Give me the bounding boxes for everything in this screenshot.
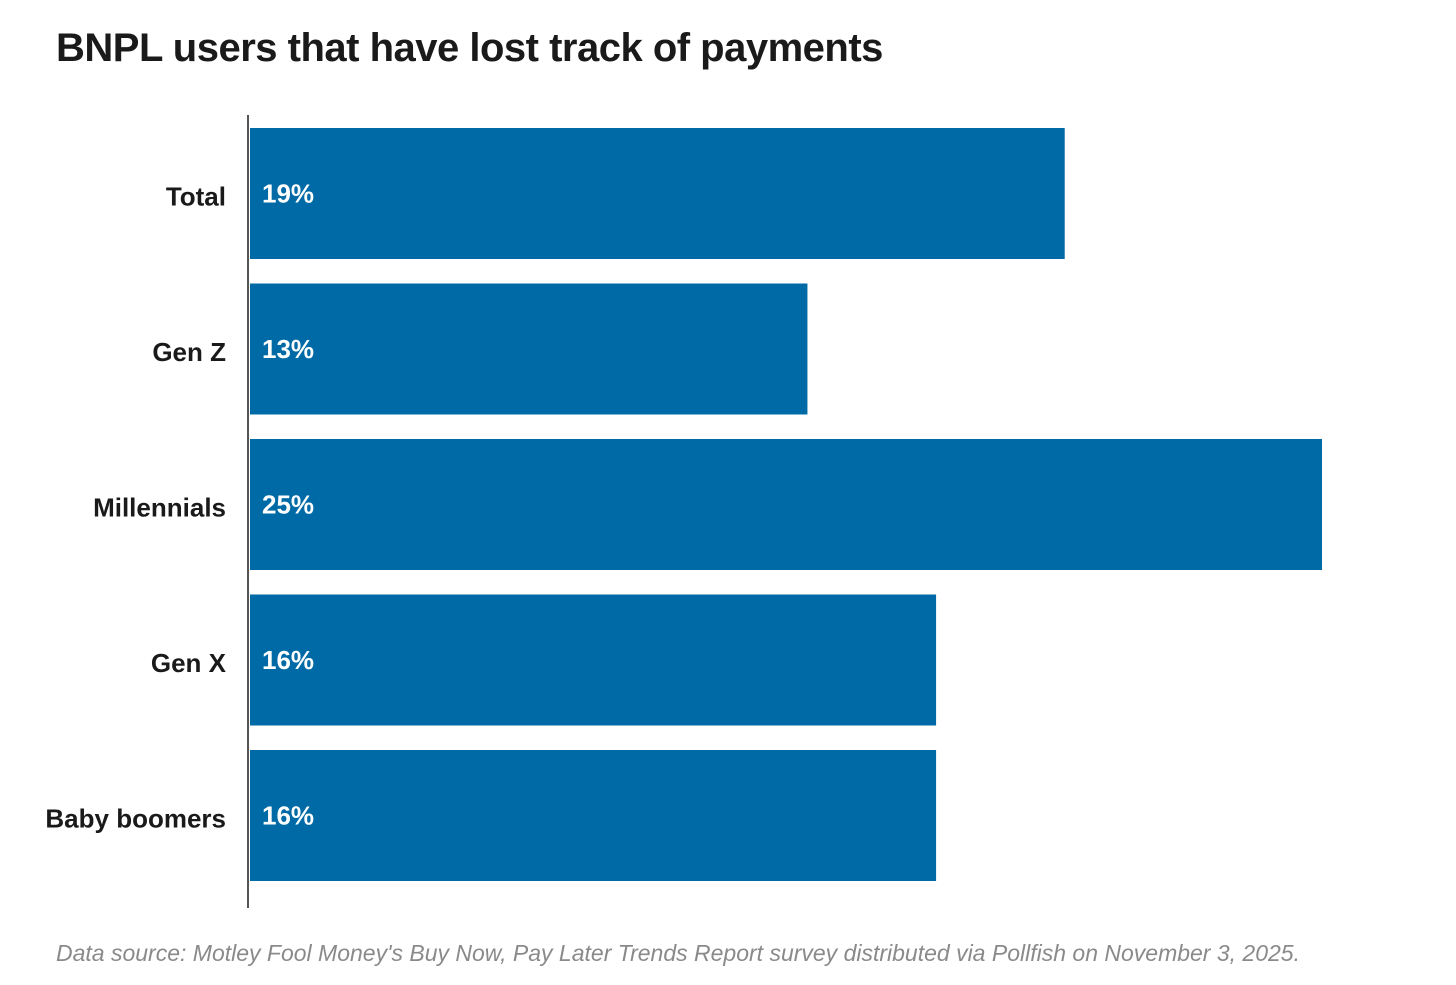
data-source-note: Data source: Motley Fool Money's Buy Now…: [56, 940, 1300, 966]
bar-gen-z: [250, 283, 808, 415]
category-label: Gen Z: [152, 337, 226, 367]
value-label: 19%: [262, 179, 314, 209]
chart-title: BNPL users that have lost track of payme…: [56, 26, 883, 70]
bar-total: [250, 128, 1065, 259]
category-label: Baby boomers: [45, 804, 226, 834]
bars-group: 19% Total 13% Gen Z 25% Millennials 16% Gen X 16…: [45, 128, 1322, 881]
category-label: Gen X: [151, 648, 227, 678]
bar-gen-x: [250, 594, 937, 726]
bar-baby-boomers: [250, 750, 937, 881]
value-label: 13%: [262, 334, 314, 364]
value-label: 25%: [262, 490, 314, 520]
category-label: Total: [166, 182, 226, 212]
category-label: Millennials: [93, 493, 226, 523]
bar-millennials: [250, 439, 1322, 570]
value-label: 16%: [262, 801, 314, 831]
value-label: 16%: [262, 645, 314, 675]
